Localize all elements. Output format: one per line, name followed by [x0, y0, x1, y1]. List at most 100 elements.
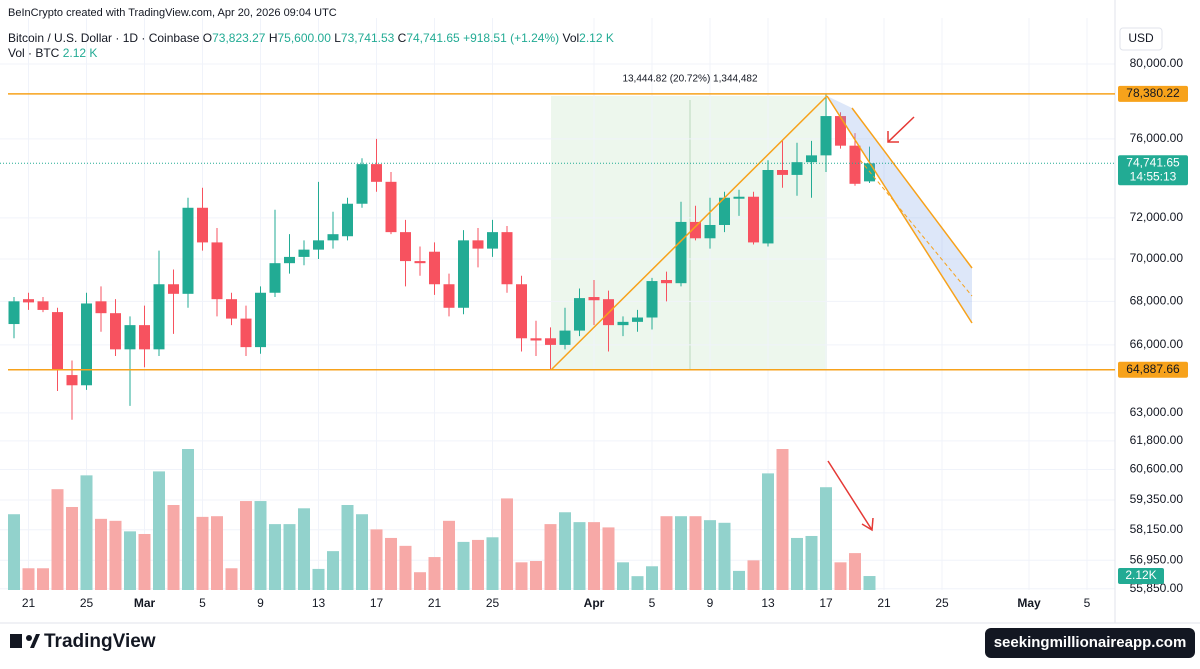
candle-body — [240, 318, 252, 348]
volume-bar — [733, 570, 745, 590]
volume-bar — [704, 520, 716, 590]
x-tick-label: Apr — [584, 596, 605, 610]
volume-bar — [530, 561, 542, 590]
volume-bar — [689, 516, 702, 590]
currency[interactable]: USD — [1128, 31, 1154, 45]
volume-bar — [385, 537, 397, 590]
y-tick-label: 58,150.00 — [1130, 522, 1184, 536]
price-label-box — [1118, 85, 1188, 102]
candle-body — [23, 299, 34, 303]
y-tick-label: 56,950.00 — [1130, 552, 1184, 566]
x-tick-label: 25 — [935, 596, 949, 610]
logo-text: TradingView — [44, 631, 156, 652]
vol-text: 2.12 K — [579, 31, 614, 45]
y-tick-label: 72,000.00 — [1130, 210, 1184, 224]
x-tick-label: 13 — [761, 596, 775, 610]
channel-line — [851, 107, 973, 269]
candle-body — [443, 284, 455, 308]
y-tick-label: 68,000.00 — [1130, 293, 1184, 307]
volume-bar — [269, 524, 281, 590]
ohlc-key: O — [202, 31, 213, 45]
last-price-label: 74,741.65 — [1126, 155, 1180, 169]
volume-bar — [254, 501, 267, 590]
candle-body — [559, 330, 571, 345]
volume-bar — [617, 562, 629, 590]
candle-body — [255, 292, 266, 348]
volume-bar — [472, 539, 484, 590]
channel-line — [826, 95, 973, 324]
volume-label-box — [1118, 568, 1164, 585]
candle-body — [661, 280, 672, 284]
volume-bar — [573, 522, 586, 590]
y-tick-label: 60,600.00 — [1130, 462, 1184, 476]
volume-label: 2.12K — [1125, 568, 1156, 582]
volume-bar — [501, 498, 513, 590]
y-tick-label: 59,350.00 — [1130, 492, 1184, 506]
volume-bar — [298, 508, 310, 590]
volume-bar — [791, 537, 803, 590]
vol-pane-text: 2.12 K — [62, 46, 98, 60]
vol-pane: Vol · BTC — [8, 46, 60, 60]
candle-body — [52, 312, 63, 370]
volume-bar — [588, 522, 600, 590]
ohlc-key: H — [268, 31, 278, 45]
volume-bar — [109, 520, 122, 590]
candle-body — [487, 232, 498, 249]
vol-key: Vol — [562, 31, 580, 45]
x-tick-label: 5 — [649, 596, 656, 610]
candle-body — [472, 240, 484, 249]
volume-bar — [8, 514, 20, 590]
ohlc: O73,823.27 H75,600.00 L73,741.53 C74,741… — [203, 31, 463, 45]
volume-bar — [414, 572, 426, 590]
watermark-box — [985, 628, 1195, 658]
arrows — [827, 116, 915, 532]
volume-bar — [559, 512, 571, 590]
x-tick-label: 9 — [707, 596, 714, 610]
x-tick-label: 5 — [1084, 596, 1091, 610]
candle-body — [646, 281, 658, 318]
volume-bar — [225, 568, 238, 590]
x-tick-label: 21 — [22, 596, 36, 610]
volume-bar — [428, 557, 441, 590]
volume-bar — [718, 522, 731, 590]
candle-body — [95, 301, 107, 314]
candle-body — [298, 249, 310, 257]
volume-bar — [95, 518, 107, 590]
volume-bar — [153, 471, 165, 590]
price-label: 78,380.22 — [1126, 86, 1180, 100]
currency-box[interactable] — [1119, 27, 1163, 51]
ohlc-value: 73,741.53 — [340, 31, 395, 45]
x-tick-label: 21 — [877, 596, 891, 610]
x-tick-label: 25 — [486, 596, 500, 610]
legend: Bitcoin / U.S. Dollar · 1D · Coinbase O7… — [8, 31, 614, 45]
volume-bar — [443, 520, 455, 590]
symbol: Bitcoin / U.S. Dollar · 1D · Coinbase — [8, 31, 200, 45]
candle-body — [791, 162, 803, 175]
volume-bar — [327, 551, 339, 590]
vol-legend: Vol · BTC 2.12 K — [8, 46, 97, 60]
channel-mid — [859, 159, 973, 297]
candle-body — [139, 325, 150, 350]
candle-body — [400, 232, 411, 262]
volume-bar — [167, 505, 180, 590]
candle-body — [545, 338, 556, 345]
price-label-box — [1118, 361, 1188, 378]
candle-body — [153, 284, 165, 350]
countdown: 14:55:13 — [1130, 169, 1177, 183]
volume-bar — [66, 506, 78, 590]
candle-body — [530, 338, 542, 341]
volume-bar — [399, 545, 412, 590]
y-tick-label: 70,000.00 — [1130, 251, 1184, 265]
candle-body — [806, 155, 817, 163]
volume-bar — [660, 516, 673, 590]
candle-body — [704, 224, 716, 239]
candle-body — [66, 375, 78, 386]
volume-bar — [863, 576, 876, 590]
volume-bar — [138, 533, 151, 590]
volume-bar — [211, 516, 223, 590]
y-tick-label: 66,000.00 — [1130, 337, 1184, 351]
candle-body — [748, 196, 759, 243]
x-tick-label: 17 — [819, 596, 833, 610]
candle-body — [385, 181, 397, 233]
